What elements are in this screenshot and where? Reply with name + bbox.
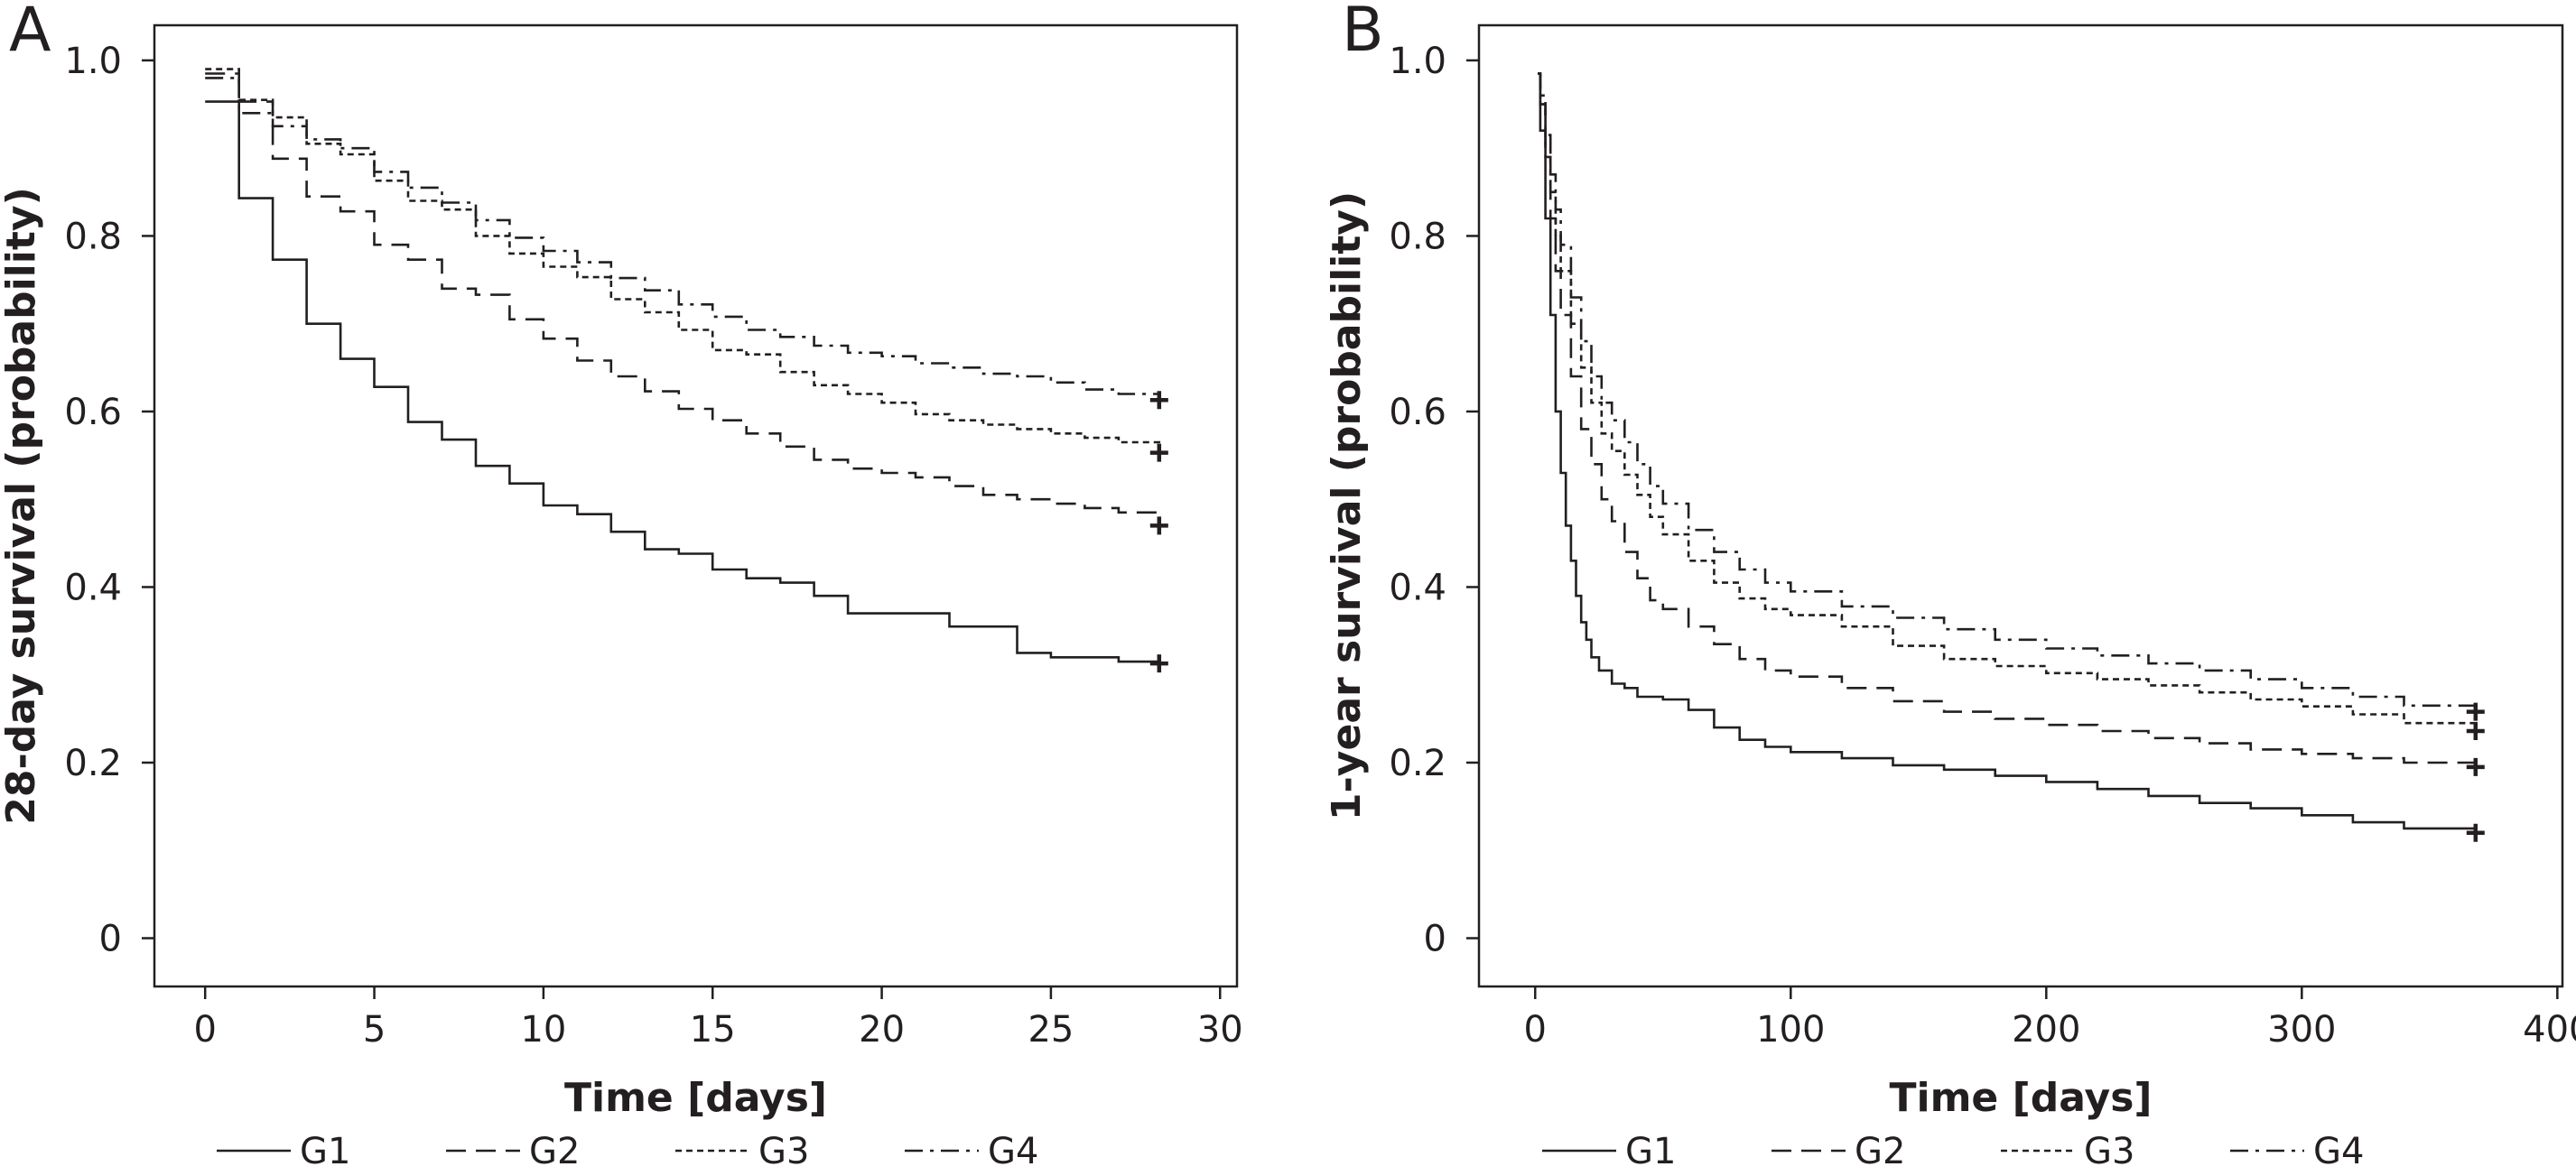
censor-marker-g4 bbox=[1149, 391, 1168, 410]
y-tick-label: 0 bbox=[1424, 919, 1446, 960]
y-tick-label: 0.4 bbox=[64, 567, 122, 608]
legend-label-g4: G4 bbox=[2313, 1131, 2364, 1172]
censor-marker-g2 bbox=[2466, 757, 2485, 776]
x-tick-label: 15 bbox=[690, 1009, 736, 1051]
y-tick-label: 0.6 bbox=[1389, 392, 1446, 433]
survival-curve-g2 bbox=[205, 72, 1161, 526]
chart-panel-b: B 0 100 200 300 400 0 0.2 0.4 0.6 0.8 1.0 Time [days… bbox=[1324, 0, 2576, 1172]
x-tick-label: 25 bbox=[1028, 1009, 1074, 1051]
x-tick-label: 100 bbox=[1756, 1009, 1825, 1051]
legend-label-g2: G2 bbox=[1855, 1131, 1905, 1172]
x-tick-label: 30 bbox=[1197, 1009, 1243, 1051]
survival-curve-g1 bbox=[205, 100, 1161, 664]
plot-frame bbox=[153, 23, 1239, 988]
y-tick-label: 0.8 bbox=[64, 216, 122, 257]
censor-marker-g3 bbox=[1149, 443, 1168, 462]
y-axis-title: 28-day survival (probability) bbox=[0, 187, 44, 824]
x-tick-label: 200 bbox=[2012, 1009, 2080, 1051]
y-tick-label: 1.0 bbox=[64, 41, 122, 82]
survival-curve-g3 bbox=[1538, 72, 2478, 731]
x-tick-label: 300 bbox=[2267, 1009, 2336, 1051]
x-tick-label: 0 bbox=[193, 1009, 216, 1051]
survival-curve-g1 bbox=[1538, 72, 2478, 833]
legend-label-g4: G4 bbox=[988, 1131, 1038, 1172]
legend-label-g1: G1 bbox=[300, 1131, 350, 1172]
y-axis-title: 1-year survival (probability) bbox=[1324, 191, 1370, 820]
chart-panel-a: A 0 5 10 15 20 25 30 0 0.2 0.4 0.6 0.8 1.0 Time [days]… bbox=[0, 0, 1243, 1172]
x-tick-label: 400 bbox=[2523, 1009, 2576, 1051]
panel-letter: B bbox=[1342, 0, 1384, 66]
censor-marker-g2 bbox=[1149, 516, 1168, 535]
survival-curve-g4 bbox=[1538, 72, 2478, 712]
panel-letter: A bbox=[9, 0, 51, 66]
y-tick-label: 0.8 bbox=[1389, 216, 1446, 257]
y-tick-label: 0.2 bbox=[64, 743, 122, 784]
y-tick-label: 0 bbox=[99, 919, 122, 960]
survival-curve-g2 bbox=[1538, 72, 2478, 767]
censor-marker-g3 bbox=[2466, 721, 2485, 740]
x-tick-label: 5 bbox=[363, 1009, 386, 1051]
survival-curve-g3 bbox=[205, 68, 1161, 453]
y-tick-label: 0.2 bbox=[1389, 743, 1446, 784]
censor-marker-g1 bbox=[2466, 823, 2485, 842]
survival-curve-g4 bbox=[205, 77, 1161, 401]
x-axis-title: Time [days] bbox=[1889, 1075, 2152, 1121]
censor-marker-g4 bbox=[2466, 702, 2485, 721]
x-axis-title: Time [days] bbox=[564, 1075, 827, 1121]
legend-label-g2: G2 bbox=[529, 1131, 580, 1172]
y-tick-label: 0.4 bbox=[1389, 567, 1446, 608]
x-tick-label: 0 bbox=[1524, 1009, 1547, 1051]
y-tick-label: 1.0 bbox=[1389, 41, 1446, 82]
plot-frame bbox=[1477, 23, 2564, 988]
y-tick-label: 0.6 bbox=[64, 392, 122, 433]
legend-label-g3: G3 bbox=[2084, 1131, 2134, 1172]
legend-label-g3: G3 bbox=[758, 1131, 809, 1172]
legend-label-g1: G1 bbox=[1625, 1131, 1676, 1172]
x-tick-label: 20 bbox=[859, 1009, 905, 1051]
x-tick-label: 10 bbox=[520, 1009, 566, 1051]
censor-marker-g1 bbox=[1149, 654, 1168, 673]
